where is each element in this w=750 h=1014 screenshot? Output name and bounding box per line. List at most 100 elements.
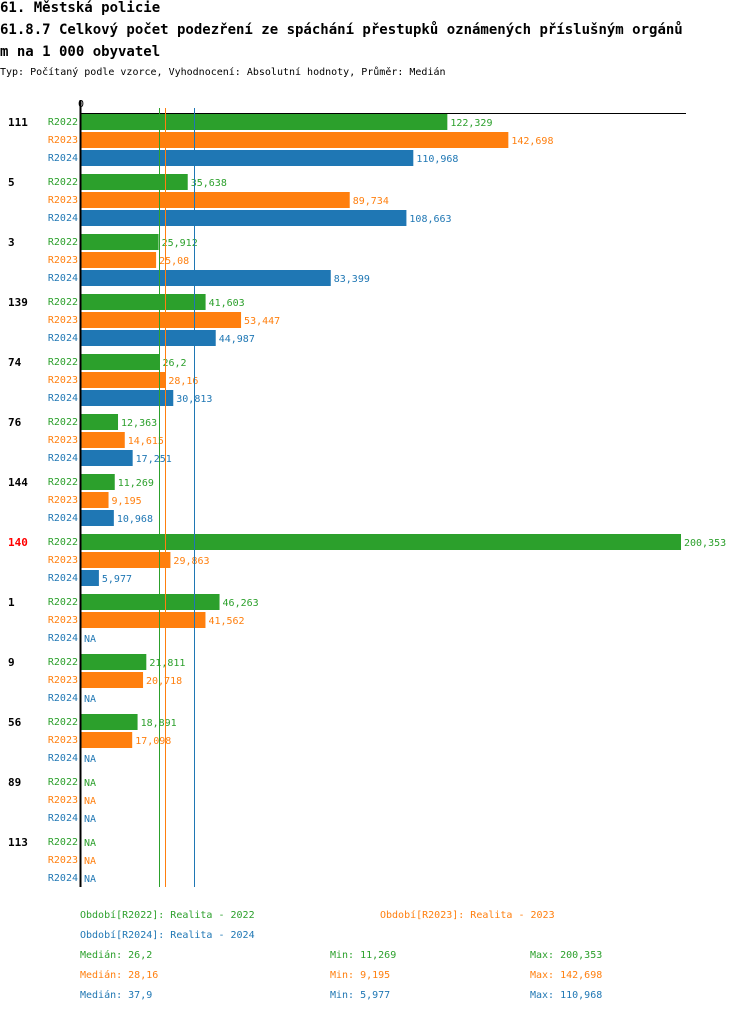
- category-label-56: 56: [8, 716, 22, 729]
- legend-median-r2024: Medián: 37,9: [80, 990, 153, 1001]
- series-label-r2022-139: R2022: [48, 297, 78, 308]
- bar-r2024-5: [81, 210, 407, 226]
- series-label-r2022-89: R2022: [48, 777, 78, 788]
- category-label-5: 5: [8, 176, 15, 189]
- value-label-r2023-3: 25,08: [159, 256, 189, 267]
- series-label-r2024-9: R2024: [48, 693, 78, 704]
- series-label-r2024-56: R2024: [48, 753, 78, 764]
- value-label-r2023-139: 53,447: [244, 316, 280, 327]
- series-label-r2023-5: R2023: [48, 195, 78, 206]
- series-label-r2024-1: R2024: [48, 633, 78, 644]
- series-label-r2024-140: R2024: [48, 573, 78, 584]
- bar-r2023-111: [81, 132, 509, 148]
- value-label-r2022-139: 41,603: [209, 298, 245, 309]
- bar-r2023-56: [81, 732, 133, 748]
- legend-period-r2022: Období[R2022]: Realita - 2022: [80, 910, 255, 921]
- value-label-r2022-56: 18,891: [141, 718, 177, 729]
- value-label-r2022-140: 200,353: [684, 538, 726, 549]
- value-label-r2023-5: 89,734: [353, 196, 389, 207]
- value-label-r2024-89: NA: [84, 814, 96, 825]
- series-label-r2023-89: R2023: [48, 795, 78, 806]
- value-label-r2024-5: 108,663: [409, 214, 451, 225]
- series-label-r2024-3: R2024: [48, 273, 78, 284]
- legend-max-r2024: Max: 110,968: [530, 990, 603, 1001]
- value-label-r2023-56: 17,098: [135, 736, 171, 747]
- series-label-r2022-113: R2022: [48, 837, 78, 848]
- legend-min-r2022: Min: 11,269: [330, 950, 397, 961]
- legend-min-r2024: Min: 5,977: [330, 990, 391, 1001]
- value-label-r2023-74: 28,16: [168, 376, 198, 387]
- series-label-r2022-9: R2022: [48, 657, 78, 668]
- bar-r2023-74: [81, 372, 166, 388]
- series-label-r2023-139: R2023: [48, 315, 78, 326]
- legend-min-r2023: Min: 9,195: [330, 970, 391, 981]
- chart-title: 61.8.7 Celkový počet podezření ze spáchá…: [0, 22, 683, 38]
- series-label-r2023-111: R2023: [48, 135, 78, 146]
- value-label-r2024-113: NA: [84, 874, 96, 885]
- series-label-r2024-139: R2024: [48, 333, 78, 344]
- category-label-111: 111: [8, 116, 28, 129]
- bar-r2022-144: [81, 474, 115, 490]
- bar-r2022-5: [81, 174, 188, 190]
- value-label-r2024-56: NA: [84, 754, 96, 765]
- series-label-r2022-3: R2022: [48, 237, 78, 248]
- series-label-r2023-140: R2023: [48, 555, 78, 566]
- value-label-r2022-144: 11,269: [118, 478, 154, 489]
- bar-chart: 0111R2022122,329R2023142,698R2024110,968…: [8, 99, 726, 887]
- value-label-r2024-140: 5,977: [102, 574, 132, 585]
- value-label-r2022-9: 21,811: [149, 658, 185, 669]
- category-label-89: 89: [8, 776, 21, 789]
- bar-r2023-1: [81, 612, 206, 628]
- value-label-r2022-5: 35,638: [191, 178, 227, 189]
- value-label-r2024-1: NA: [84, 634, 96, 645]
- series-label-r2023-144: R2023: [48, 495, 78, 506]
- series-label-r2023-56: R2023: [48, 735, 78, 746]
- value-label-r2022-113: NA: [84, 838, 96, 849]
- bar-r2023-140: [81, 552, 171, 568]
- legend-median-r2023: Medián: 28,16: [80, 970, 159, 981]
- category-label-9: 9: [8, 656, 15, 669]
- series-label-r2024-74: R2024: [48, 393, 78, 404]
- value-label-r2023-9: 20,718: [146, 676, 182, 687]
- series-label-r2024-76: R2024: [48, 453, 78, 464]
- bar-r2023-144: [81, 492, 109, 508]
- legend-max-r2022: Max: 200,353: [530, 950, 603, 961]
- page-title: 61. Městská policie: [0, 0, 161, 16]
- series-label-r2024-144: R2024: [48, 513, 78, 524]
- category-label-3: 3: [8, 236, 15, 249]
- series-label-r2023-113: R2023: [48, 855, 78, 866]
- bar-r2023-5: [81, 192, 350, 208]
- bar-r2024-74: [81, 390, 174, 406]
- value-label-r2024-111: 110,968: [416, 154, 458, 165]
- bar-r2023-9: [81, 672, 144, 688]
- value-label-r2023-76: 14,615: [128, 436, 164, 447]
- bar-r2024-76: [81, 450, 133, 466]
- series-label-r2024-113: R2024: [48, 873, 78, 884]
- value-label-r2022-1: 46,263: [223, 598, 259, 609]
- bar-r2022-76: [81, 414, 119, 430]
- legend-max-r2023: Max: 142,698: [530, 970, 603, 981]
- series-label-r2022-111: R2022: [48, 117, 78, 128]
- value-label-r2024-3: 83,399: [334, 274, 370, 285]
- value-label-r2022-74: 26,2: [162, 358, 186, 369]
- series-label-r2023-9: R2023: [48, 675, 78, 686]
- series-label-r2022-56: R2022: [48, 717, 78, 728]
- category-label-113: 113: [8, 836, 28, 849]
- bar-r2022-9: [81, 654, 147, 670]
- bar-r2024-139: [81, 330, 216, 346]
- value-label-r2024-76: 17,251: [136, 454, 172, 465]
- bar-r2022-140: [81, 534, 681, 550]
- bar-r2024-140: [81, 570, 99, 586]
- category-label-74: 74: [8, 356, 22, 369]
- value-label-r2023-1: 41,562: [208, 616, 244, 627]
- category-label-76: 76: [8, 416, 22, 429]
- bar-r2022-1: [81, 594, 220, 610]
- bar-r2022-111: [81, 114, 448, 130]
- series-label-r2024-111: R2024: [48, 153, 78, 164]
- value-label-r2023-113: NA: [84, 856, 96, 867]
- chart-subtitle: Typ: Počítaný podle vzorce, Vyhodnocení:…: [0, 67, 446, 78]
- category-label-140: 140: [8, 536, 28, 549]
- chart-title-continued: m na 1 000 obyvatel: [0, 44, 161, 60]
- series-label-r2022-140: R2022: [48, 537, 78, 548]
- bar-r2024-3: [81, 270, 331, 286]
